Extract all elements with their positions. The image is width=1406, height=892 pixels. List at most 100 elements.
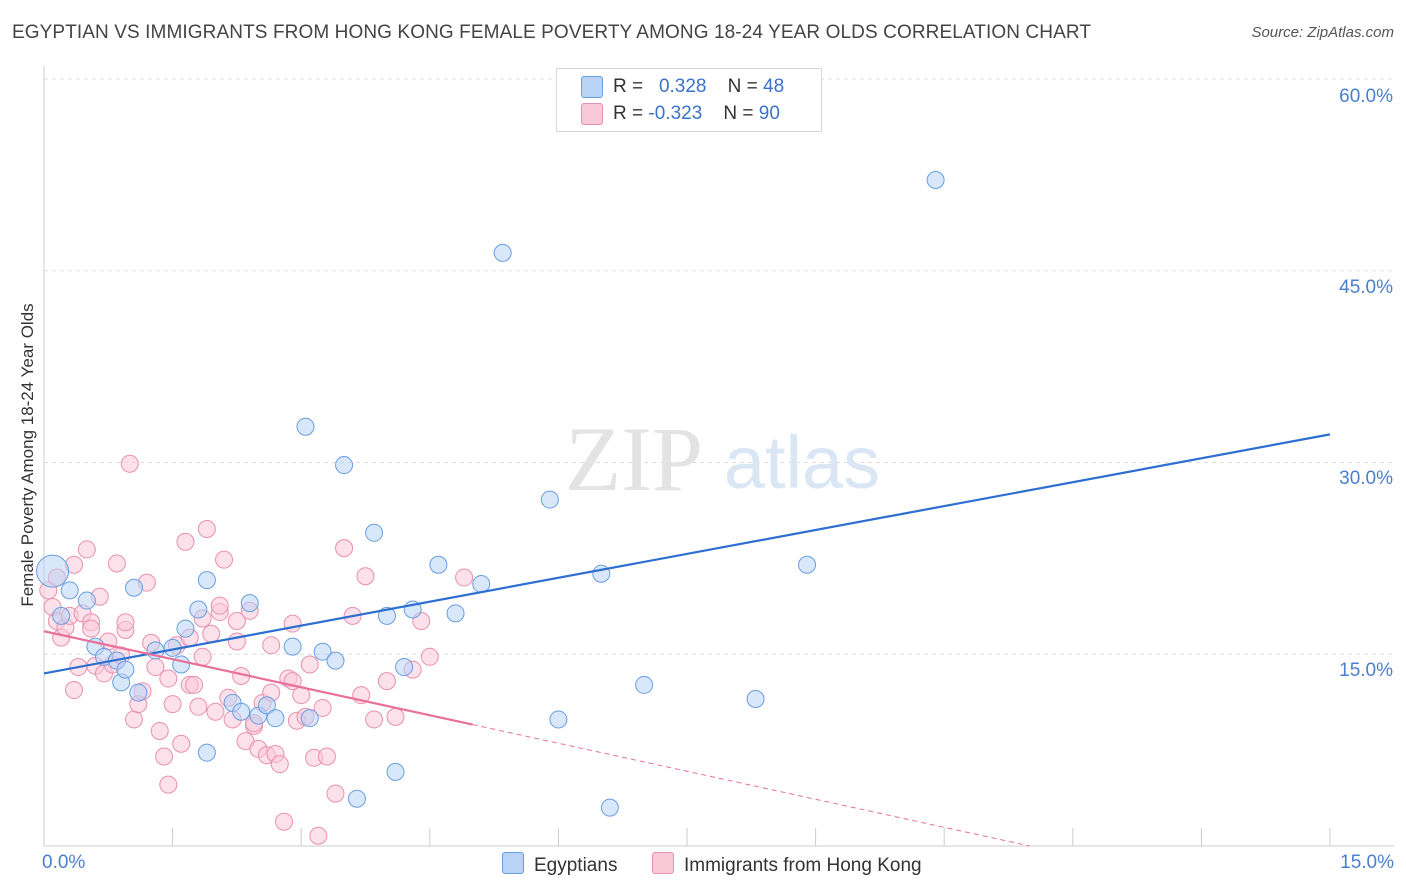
legend-r-label: R =: [613, 76, 644, 98]
hong-kong-point: [283, 614, 302, 633]
egyptians-point: [266, 709, 285, 728]
axes: [43, 66, 1394, 847]
hong-kong-point: [77, 540, 96, 559]
egyptians-point: [300, 709, 319, 728]
egyptians-point: [335, 456, 354, 475]
hong-kong-point: [65, 681, 84, 700]
legend-row-egyptians: R = 0.328 N = 48: [581, 76, 784, 100]
watermark: ZIP atlas: [565, 408, 880, 510]
egyptians-point: [36, 554, 70, 588]
egyptians-point: [429, 555, 448, 574]
hong-kong-point: [309, 826, 328, 845]
egyptians-point: [172, 655, 191, 674]
bottom-legend-swatch-pink: [652, 852, 674, 874]
egyptians-point: [313, 642, 332, 661]
hong-kong-point: [172, 734, 191, 753]
y-tick-label: 15.0%: [1339, 660, 1393, 681]
hong-kong-point: [227, 612, 246, 631]
egyptians-point: [77, 591, 96, 610]
bottom-legend-swatch-blue: [502, 852, 524, 874]
legend-r-value: 0.328: [658, 76, 707, 98]
hong-kong-point: [185, 675, 204, 694]
hong-kong-point: [356, 567, 375, 586]
egyptians-point: [296, 417, 315, 436]
egyptians-point: [746, 689, 765, 708]
gridlines: [44, 78, 1394, 655]
hong-kong-point: [107, 554, 126, 573]
chart-source: Source: ZipAtlas.com: [1251, 24, 1394, 41]
egyptians-point: [197, 743, 216, 762]
hong-kong-trend-line: [43, 630, 473, 726]
egyptians-point: [549, 710, 568, 729]
hong-kong-point: [202, 624, 221, 643]
bottom-legend-egyptians: Egyptians: [502, 852, 617, 877]
egyptians-point: [926, 170, 945, 189]
bottom-legend-hong-kong: Immigrants from Hong Kong: [652, 852, 922, 877]
legend-swatch-blue: [581, 76, 603, 98]
hong-kong-point: [335, 539, 354, 558]
hong-kong-point: [455, 568, 474, 587]
hong-kong-point: [270, 755, 289, 774]
bottom-legend-label: Immigrants from Hong Kong: [684, 855, 922, 876]
hong-kong-point: [210, 596, 229, 615]
hong-kong-point: [159, 775, 178, 794]
egyptians-point: [798, 555, 817, 574]
egyptians-point: [257, 696, 276, 715]
series-hong-kong-points: [39, 454, 474, 845]
hong-kong-point: [159, 669, 178, 688]
bottom-legend-label: Egyptians: [534, 855, 618, 876]
hong-kong-point: [125, 710, 144, 729]
hong-kong-point: [155, 747, 174, 766]
hong-kong-point: [176, 532, 195, 551]
chart-title: EGYPTIAN VS IMMIGRANTS FROM HONG KONG FE…: [12, 22, 1092, 43]
egyptians-point: [540, 490, 559, 509]
egyptians-point: [240, 594, 259, 613]
hong-kong-point: [326, 784, 345, 803]
egyptians-point: [446, 604, 465, 623]
hong-kong-point: [386, 707, 405, 726]
egyptians-point: [395, 658, 414, 677]
hong-kong-point: [193, 647, 212, 666]
y-tick-label: 45.0%: [1339, 277, 1393, 298]
egyptians-point: [60, 581, 79, 600]
watermark-zip: ZIP: [565, 408, 703, 510]
egyptians-point: [472, 574, 491, 593]
legend-n-value: 90: [758, 103, 780, 125]
watermark-atlas: atlas: [724, 421, 880, 504]
x-tick-label-min: 0.0%: [42, 852, 86, 873]
hong-kong-point: [365, 710, 384, 729]
y-axis-label: Female Poverty Among 18-24 Year Olds: [18, 303, 37, 607]
hong-kong-point: [300, 655, 319, 674]
egyptians-point: [365, 523, 384, 542]
y-tick-label: 60.0%: [1339, 86, 1393, 107]
hong-kong-point: [150, 721, 169, 740]
egyptians-point: [326, 651, 345, 670]
hong-kong-point: [120, 454, 139, 473]
hong-kong-point: [215, 550, 234, 569]
egyptians-point: [116, 660, 135, 679]
series-egyptians-points: [36, 170, 945, 817]
egyptians-point: [635, 675, 654, 694]
egyptians-point: [386, 762, 405, 781]
correlation-legend: R = 0.328 N = 48 R = -0.323 N = 90: [556, 68, 822, 132]
egyptians-point: [347, 789, 366, 808]
hong-kong-point: [189, 697, 208, 716]
egyptians-point: [283, 637, 302, 656]
hong-kong-point: [82, 619, 101, 638]
hong-kong-point: [206, 702, 225, 721]
legend-n-value: 48: [763, 76, 785, 98]
y-tick-label: 30.0%: [1339, 468, 1393, 489]
x-tick-label-max: 15.0%: [1340, 852, 1394, 873]
egyptians-point: [129, 683, 148, 702]
hong-kong-trend-extension: [472, 724, 1031, 847]
egyptians-point: [176, 619, 195, 638]
legend-row-hong-kong: R = -0.323 N = 90: [581, 103, 780, 127]
legend-swatch-pink: [581, 103, 603, 125]
hong-kong-point: [262, 636, 281, 655]
egyptians-point: [189, 600, 208, 619]
legend-n-label: N =: [723, 103, 754, 125]
legend-r-label: R =: [613, 103, 644, 125]
egyptians-point: [600, 798, 619, 817]
egyptians-point: [125, 578, 144, 597]
